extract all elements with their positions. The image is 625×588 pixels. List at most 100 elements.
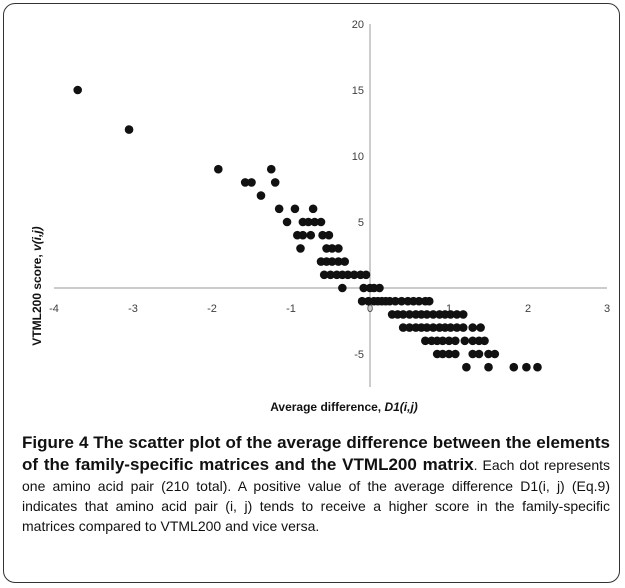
x-tick-label: 1 <box>446 303 452 315</box>
data-point <box>474 349 484 359</box>
data-point <box>326 270 335 280</box>
data-point <box>318 230 327 240</box>
data-point <box>306 230 316 240</box>
data-point <box>468 336 478 346</box>
data-point <box>240 178 250 187</box>
x-tick-label: -4 <box>49 303 59 315</box>
data-point <box>334 257 343 266</box>
data-point <box>214 164 223 174</box>
data-point <box>398 310 408 319</box>
data-point <box>375 283 384 293</box>
x-tick-label: -2 <box>207 303 217 315</box>
caption-body-2: (Eq.9) indicates that amino acid pair ( <box>22 478 610 514</box>
caption-var-1: D1(i, j) <box>520 478 565 494</box>
data-point <box>349 270 359 280</box>
data-point <box>446 310 455 319</box>
data-point <box>340 257 350 266</box>
data-point <box>361 270 371 280</box>
data-point <box>338 283 347 293</box>
data-point <box>484 362 493 372</box>
data-point <box>451 336 460 346</box>
figure-frame: -4 -3 -2 -1 0 1 2 3 -5 5 10 15 20 Average difference… <box>3 3 620 583</box>
data-point <box>452 310 462 319</box>
figure-caption: Figure 4 The scatter plot of the average… <box>22 432 610 536</box>
data-point <box>316 217 326 227</box>
data-point <box>451 349 460 359</box>
data-point <box>290 204 300 214</box>
chart-axes <box>54 24 607 387</box>
data-point <box>468 323 478 332</box>
data-point <box>319 270 329 280</box>
data-point <box>398 323 408 332</box>
x-tick-label: -3 <box>128 303 138 315</box>
data-point <box>256 191 266 200</box>
data-point <box>428 323 438 332</box>
data-point <box>405 323 414 332</box>
data-point <box>324 230 334 240</box>
caption-var-2: i, j <box>229 498 248 514</box>
data-point <box>308 204 318 214</box>
data-point <box>357 296 367 306</box>
data-point <box>484 349 493 359</box>
y-tick-label: -5 <box>354 349 364 361</box>
data-point <box>304 217 313 227</box>
data-point <box>327 244 337 253</box>
data-point <box>480 336 489 346</box>
data-point <box>438 349 447 359</box>
data-point <box>462 362 471 372</box>
x-tick-label: 3 <box>604 303 610 315</box>
data-point <box>458 323 468 332</box>
data-point <box>476 323 485 332</box>
data-point <box>414 296 424 306</box>
data-point <box>327 257 337 266</box>
data-point <box>490 349 500 359</box>
data-point <box>458 310 468 319</box>
data-point <box>390 296 400 306</box>
data-point <box>282 217 292 227</box>
chart-points <box>73 85 542 372</box>
caption-label: Figure 4 <box>22 433 89 452</box>
data-point <box>522 362 531 372</box>
data-point <box>343 270 353 280</box>
x-tick-label: 0 <box>367 303 373 315</box>
data-point <box>247 178 256 187</box>
data-point <box>274 204 284 214</box>
caption-var-3: vice versa <box>252 518 316 534</box>
data-point <box>296 244 305 253</box>
data-point <box>422 323 432 332</box>
y-tick-label: 5 <box>358 217 364 229</box>
data-point <box>444 349 454 359</box>
data-point <box>422 310 432 319</box>
data-point <box>468 349 478 359</box>
data-point <box>446 323 455 332</box>
data-point <box>444 336 454 346</box>
data-point <box>452 323 462 332</box>
data-point <box>270 178 280 187</box>
y-tick-label: 15 <box>352 85 364 97</box>
data-point <box>424 296 434 306</box>
y-axis-title: VTML200 score, v(i,j) <box>30 226 44 345</box>
data-point <box>533 362 542 372</box>
scatter-chart: -4 -3 -2 -1 0 1 2 3 -5 5 10 15 20 Average difference… <box>30 19 610 414</box>
data-point <box>421 336 430 346</box>
data-point <box>334 244 343 253</box>
caption-body-4: . <box>315 518 320 534</box>
chart-tick-labels: -4 -3 -2 -1 0 1 2 3 -5 5 10 15 20 <box>49 19 610 361</box>
x-tick-label: -1 <box>286 303 296 315</box>
caption-body-3: ) tends to receive a higher score in the… <box>22 498 610 534</box>
data-point <box>310 217 320 227</box>
data-point <box>298 230 308 240</box>
caption-body-1: . Each dot represents one amino acid pai… <box>22 457 610 494</box>
data-point <box>397 296 406 306</box>
data-point <box>266 164 276 174</box>
data-point <box>460 336 470 346</box>
data-point <box>509 362 519 372</box>
data-point <box>438 336 447 346</box>
data-point <box>124 125 134 134</box>
data-point <box>359 283 368 293</box>
y-tick-label: 20 <box>352 19 364 31</box>
x-tick-label: 2 <box>525 303 531 315</box>
data-point <box>405 310 414 319</box>
y-tick-label: 10 <box>352 151 364 163</box>
data-point <box>428 310 438 319</box>
